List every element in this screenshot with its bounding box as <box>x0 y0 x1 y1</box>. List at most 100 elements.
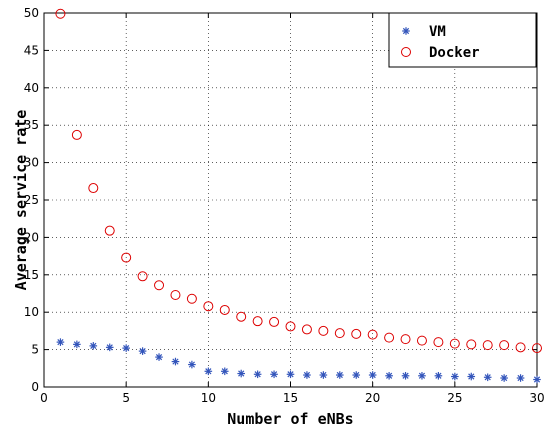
legend-marker-glyph <box>402 27 410 35</box>
docker-point <box>433 337 444 348</box>
asterisk-stroke <box>402 372 409 379</box>
asterisk-stroke <box>155 353 163 361</box>
vm-point <box>303 371 311 379</box>
asterisk-stroke <box>385 372 393 379</box>
docker-point <box>186 293 197 304</box>
docker-point <box>269 316 280 327</box>
legend: VM Docker <box>388 12 537 68</box>
docker-point <box>384 332 395 343</box>
asterisk-stroke <box>320 371 327 379</box>
docker-point <box>252 316 263 327</box>
docker-point <box>203 301 214 312</box>
docker-point <box>416 335 427 346</box>
y-tick-label: 10 <box>24 305 39 319</box>
y-tick-label: 30 <box>24 156 39 170</box>
x-axis-label: Number of eNBs <box>227 410 353 428</box>
vm-point <box>270 370 278 379</box>
asterisk-stroke <box>73 341 80 348</box>
legend-marker-docker <box>401 47 411 57</box>
vm-point <box>171 357 180 366</box>
docker-point <box>121 252 132 263</box>
y-tick-label: 5 <box>31 343 39 357</box>
asterisk-stroke <box>188 361 196 368</box>
docker-point <box>367 329 378 340</box>
y-tick-label: 25 <box>24 193 39 207</box>
axis-ticks: 0 5 10 15 20 25 30 0 5 10 15 20 25 30 35 40 45 50 <box>24 6 545 405</box>
asterisk-stroke <box>418 372 426 379</box>
docker-point <box>449 338 460 349</box>
asterisk-stroke <box>303 371 311 379</box>
vm-point <box>467 372 476 381</box>
vm-point <box>253 370 262 379</box>
vm-point <box>56 338 65 346</box>
asterisk-stroke <box>238 370 245 377</box>
x-tick-label: 0 <box>40 391 48 405</box>
vm-point <box>188 360 196 369</box>
docker-point <box>318 325 329 336</box>
vm-point <box>368 371 377 379</box>
asterisk-stroke <box>484 374 491 381</box>
vm-point <box>500 374 508 382</box>
vm-point <box>483 373 492 382</box>
vm-point <box>418 371 426 380</box>
docker-point <box>219 304 230 315</box>
x-tick-label: 10 <box>201 391 216 405</box>
vm-point <box>385 371 393 380</box>
asterisk-stroke <box>402 27 410 35</box>
docker-point <box>532 343 542 354</box>
asterisk-stroke <box>90 342 97 349</box>
data-marks <box>55 8 542 384</box>
vm-point <box>434 371 443 380</box>
vm-point <box>286 370 295 379</box>
vm-point <box>336 371 344 379</box>
y-tick-label: 20 <box>24 230 39 244</box>
asterisk-stroke <box>205 368 212 375</box>
asterisk-stroke <box>369 371 376 379</box>
vm-point <box>401 371 410 380</box>
asterisk-stroke <box>501 374 508 382</box>
asterisk-stroke <box>336 371 343 379</box>
vm-point <box>352 371 361 379</box>
vm-point <box>122 344 130 352</box>
asterisk-stroke <box>287 371 294 378</box>
docker-point <box>466 339 477 350</box>
x-tick-label: 5 <box>122 391 130 405</box>
asterisk-stroke <box>57 339 64 346</box>
docker-point <box>351 328 362 339</box>
asterisk-stroke <box>221 368 228 375</box>
docker-point <box>301 324 312 335</box>
legend-marker-vm <box>402 27 410 35</box>
y-tick-label: 15 <box>24 268 39 282</box>
vm-point <box>138 347 147 355</box>
asterisk-stroke <box>172 358 179 365</box>
asterisk-stroke <box>435 372 442 379</box>
docker-point <box>154 280 165 291</box>
asterisk-stroke <box>353 371 360 379</box>
vm-point <box>516 374 525 382</box>
asterisk-stroke <box>123 344 130 352</box>
docker-point <box>334 328 345 339</box>
y-tick-label: 45 <box>24 43 39 57</box>
x-tick-label: 30 <box>529 391 544 405</box>
docker-point <box>71 129 82 140</box>
y-tick-label: 0 <box>31 380 39 394</box>
asterisk-stroke <box>270 371 278 378</box>
legend-label-vm: VM <box>429 24 446 40</box>
y-axis-label: Average service rate <box>12 110 30 291</box>
y-tick-label: 40 <box>24 81 39 95</box>
vm-point <box>204 367 213 376</box>
legend-label-docker: Docker <box>429 45 480 61</box>
asterisk-stroke <box>451 373 458 380</box>
x-tick-label: 15 <box>283 391 298 405</box>
docker-point <box>482 340 493 351</box>
asterisk-stroke <box>517 374 524 382</box>
vm-point <box>237 369 245 378</box>
vm-point <box>105 343 114 352</box>
vm-point <box>89 342 98 350</box>
asterisk-stroke <box>106 344 113 351</box>
vm-point <box>73 340 81 349</box>
vm-point <box>220 367 229 376</box>
y-tick-label: 50 <box>24 6 39 20</box>
vm-point <box>533 375 541 384</box>
